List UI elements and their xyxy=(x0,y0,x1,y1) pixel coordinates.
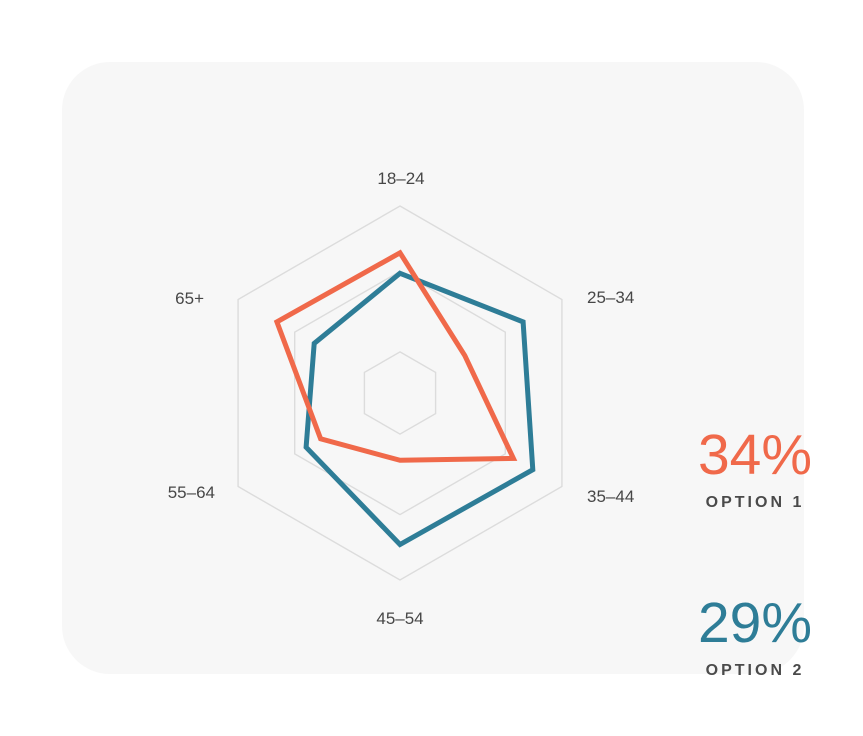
axis-label-65-plus: 65+ xyxy=(175,289,204,308)
series-1-polygon xyxy=(303,270,536,548)
axis-label-55-64: 55–64 xyxy=(167,483,215,502)
radar-chart xyxy=(237,205,563,581)
grid-ring-1 xyxy=(293,270,506,516)
chart-card: 18–24 25–34 35–44 45–54 55–64 65+ 34% OP… xyxy=(62,62,812,679)
series-0-polygon xyxy=(273,249,518,463)
stat-option-2-label: OPTION 2 xyxy=(705,662,805,679)
grid-ring-0 xyxy=(363,351,437,435)
stat-option-1-label: OPTION 1 xyxy=(705,494,805,511)
axis-label-35-44: 35–44 xyxy=(587,487,635,506)
stat-option-1-value: 34% xyxy=(697,423,813,487)
stat-option-1: 34% OPTION 1 xyxy=(655,427,855,512)
axis-label-45-54: 45–54 xyxy=(376,609,424,628)
stat-option-2: 29% OPTION 2 xyxy=(655,595,855,680)
grid-ring-2 xyxy=(237,205,563,581)
axis-label-18-24: 18–24 xyxy=(377,169,425,188)
stat-option-2-value: 29% xyxy=(697,591,813,655)
axis-label-25-34: 25–34 xyxy=(587,288,635,307)
